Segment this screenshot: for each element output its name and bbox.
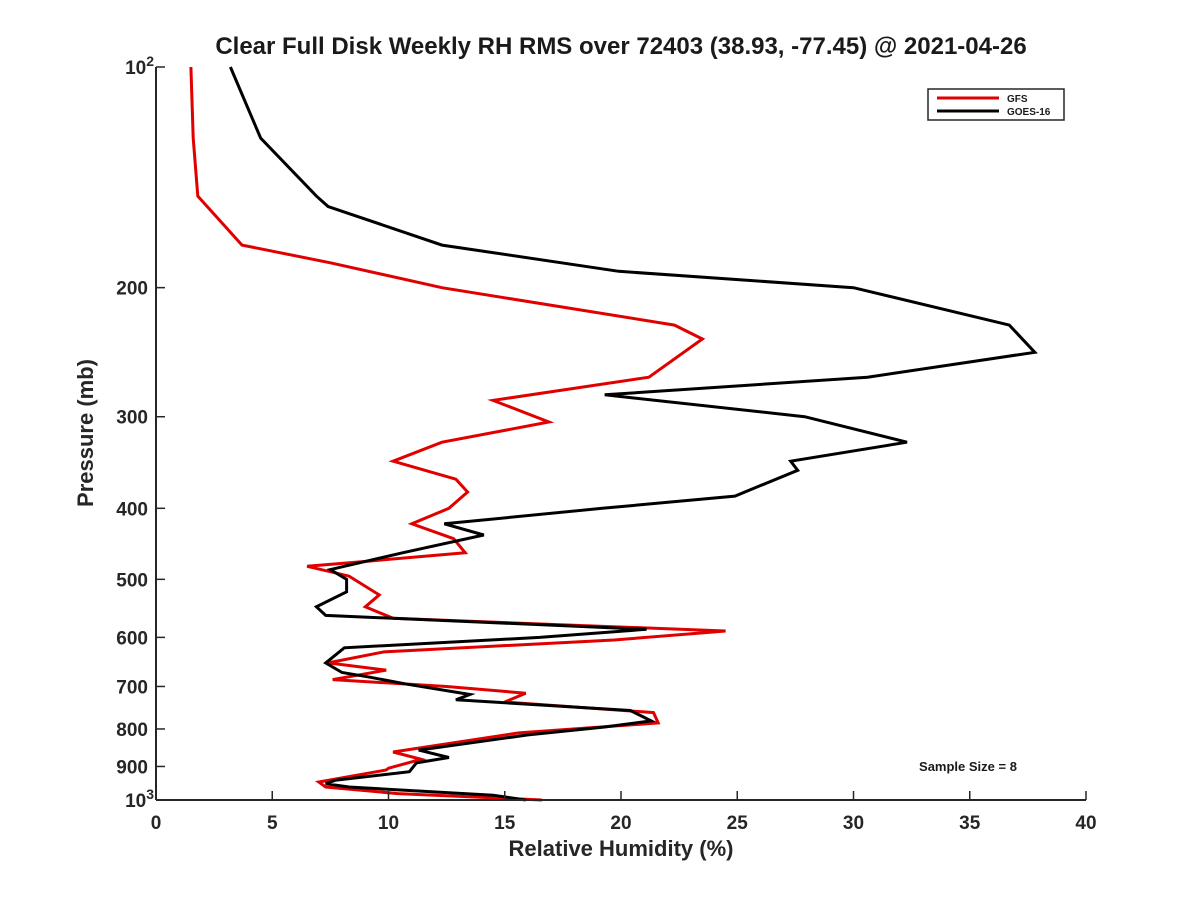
x-tick-label: 30 bbox=[843, 813, 864, 834]
x-tick-label: 10 bbox=[378, 813, 399, 834]
legend-label: GFS bbox=[1007, 94, 1028, 105]
y-tick-label: 900 bbox=[116, 757, 148, 778]
x-axis-label: Relative Humidity (%) bbox=[509, 836, 734, 861]
x-tick-label: 20 bbox=[610, 813, 631, 834]
y-tick-label: 700 bbox=[116, 677, 148, 698]
series-line-goes-16 bbox=[229, 66, 1038, 802]
chart-title: Clear Full Disk Weekly RH RMS over 72403… bbox=[215, 33, 1026, 60]
legend-label: GOES-16 bbox=[1007, 107, 1051, 118]
series-line-gfs bbox=[189, 66, 726, 802]
legend: GFS GOES-16 bbox=[927, 88, 1065, 121]
y-tick-label: 102 bbox=[125, 53, 154, 79]
y-tick-label: 500 bbox=[116, 570, 148, 591]
x-tick-label: 35 bbox=[959, 813, 981, 834]
y-axis-label: Pressure (mb) bbox=[73, 359, 98, 507]
x-tick-label: 15 bbox=[494, 813, 516, 834]
legend-box bbox=[927, 88, 1065, 121]
x-tick-label: 5 bbox=[267, 813, 278, 834]
x-tick-label: 25 bbox=[727, 813, 749, 834]
y-tick-label: 300 bbox=[116, 408, 148, 429]
y-tick-label: 103 bbox=[125, 786, 154, 812]
y-tick-label: 600 bbox=[116, 628, 148, 649]
x-tick-label: 40 bbox=[1075, 813, 1096, 834]
y-tick-label: 800 bbox=[116, 720, 148, 741]
y-tick-label: 400 bbox=[116, 499, 148, 520]
y-axis-ticks: 102 200 300 400 500 600 700 800 900 103 bbox=[116, 53, 165, 812]
sample-size-annotation: Sample Size = 8 bbox=[919, 759, 1017, 774]
x-axis-ticks: 0 5 10 15 20 25 30 35 40 bbox=[151, 791, 1097, 834]
x-tick-label: 0 bbox=[151, 813, 162, 834]
y-tick-label: 200 bbox=[116, 279, 148, 300]
plot-area bbox=[156, 67, 1086, 800]
series-layer bbox=[189, 66, 1038, 802]
